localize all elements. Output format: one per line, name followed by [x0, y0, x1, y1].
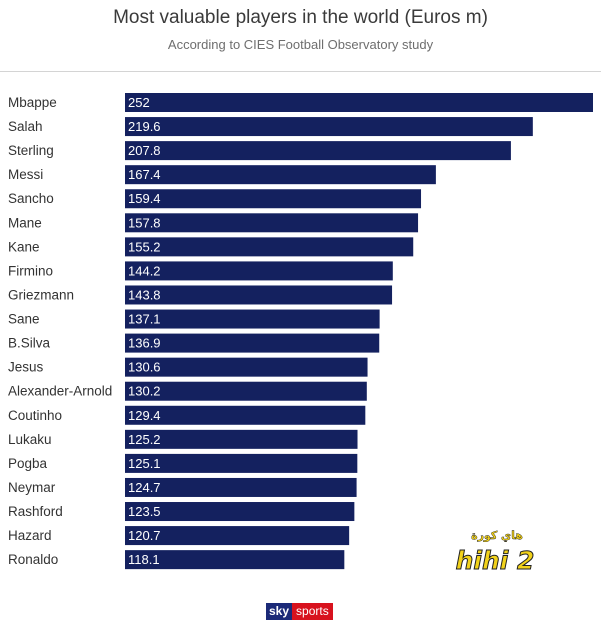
bar-value-label: 120.7 — [128, 528, 161, 543]
bar-value-label: 130.2 — [128, 384, 161, 399]
bar — [125, 550, 345, 570]
watermark-arabic-text: هاي كورة — [471, 529, 523, 542]
category-label: Pogba — [8, 456, 48, 471]
category-label: Mane — [8, 215, 42, 230]
bar — [125, 453, 358, 473]
bar — [125, 405, 366, 425]
bar-value-label: 252 — [128, 95, 150, 110]
chart-subtitle: According to CIES Football Observatory s… — [167, 37, 434, 52]
category-label: Alexander-Arnold — [8, 384, 112, 399]
bar — [125, 526, 350, 546]
bar-value-label: 137.1 — [128, 312, 161, 327]
bar-value-label: 143.8 — [128, 287, 161, 302]
bar — [125, 237, 414, 257]
bar-value-label: 144.2 — [128, 263, 161, 278]
sky-sports-logo: sky sports — [266, 603, 334, 620]
bar — [125, 285, 393, 305]
bar-value-label: 136.9 — [128, 336, 161, 351]
category-label: Firmino — [8, 263, 53, 278]
bar — [125, 477, 357, 497]
bar-value-label: 157.8 — [128, 215, 161, 230]
category-label: Messi — [8, 167, 43, 182]
chart-title: Most valuable players in the world (Euro… — [113, 7, 488, 28]
category-label: Ronaldo — [8, 552, 58, 567]
bar — [125, 141, 511, 161]
category-label: Neymar — [8, 480, 56, 495]
bar — [125, 117, 533, 137]
bar — [125, 381, 367, 401]
category-label: Jesus — [8, 360, 44, 375]
category-label: Sterling — [8, 143, 54, 158]
bar-value-label: 130.6 — [128, 360, 161, 375]
bar — [125, 357, 368, 377]
category-label: B.Silva — [8, 336, 51, 351]
bar-value-label: 207.8 — [128, 143, 161, 158]
bar-value-label: 125.2 — [128, 432, 161, 447]
category-label: Sancho — [8, 191, 54, 206]
bar — [125, 333, 380, 353]
header-divider — [0, 71, 601, 72]
bar-value-label: 167.4 — [128, 167, 161, 182]
logo-brand: sky — [266, 603, 293, 620]
category-label: Hazard — [8, 528, 52, 543]
bar-value-label: 159.4 — [128, 191, 161, 206]
category-label: Coutinho — [8, 408, 62, 423]
bar-value-label: 123.5 — [128, 504, 161, 519]
bar-value-label: 125.1 — [128, 456, 161, 471]
bar-value-label: 219.6 — [128, 119, 161, 134]
category-label: Sane — [8, 312, 40, 327]
category-label: Lukaku — [8, 432, 52, 447]
bar-value-label: 129.4 — [128, 408, 161, 423]
category-label: Rashford — [8, 504, 63, 519]
watermark-latin-text: hihi 2 — [456, 546, 535, 575]
logo-suffix: sports — [292, 603, 333, 620]
category-label: Griezmann — [8, 287, 74, 302]
bar-value-label: 124.7 — [128, 480, 161, 495]
bar — [125, 429, 358, 449]
bar-value-label: 118.1 — [128, 552, 160, 567]
category-label: Salah — [8, 119, 43, 134]
bar — [125, 165, 436, 185]
bar — [125, 309, 380, 329]
bars-layer: Mbappe 252 Salah 219.6 Sterling 207.8 Messi 167… — [8, 93, 593, 570]
bar — [125, 93, 593, 112]
category-label: Kane — [8, 239, 40, 254]
bar — [125, 261, 393, 281]
category-label: Mbappe — [8, 95, 57, 110]
bar — [125, 189, 422, 209]
bar — [125, 502, 355, 522]
watermark-logo: هاي كورة hihi 2 — [455, 529, 535, 576]
bar — [125, 213, 419, 233]
bar-value-label: 155.2 — [128, 239, 161, 254]
